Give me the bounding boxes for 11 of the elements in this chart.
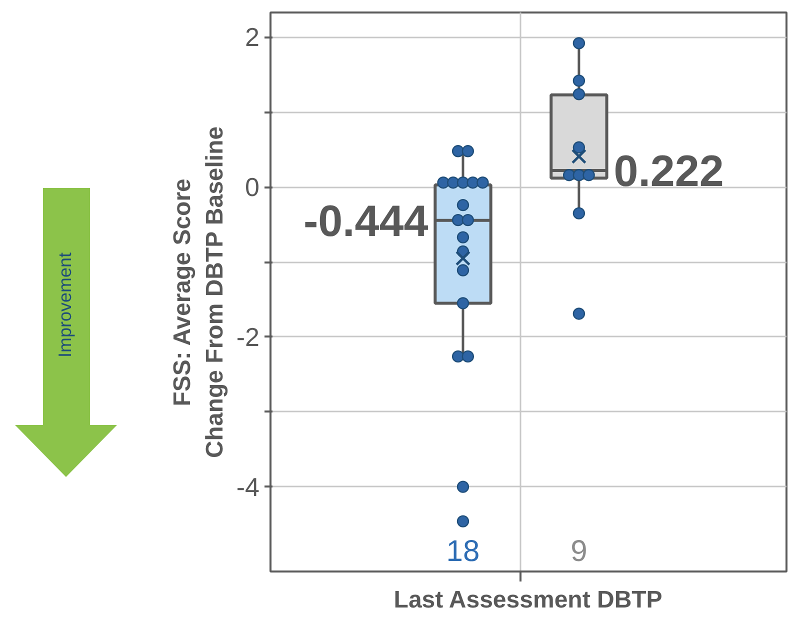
x-axis-title: Last Assessment DBTP <box>394 586 662 614</box>
y-tick-label: 2 <box>245 22 260 52</box>
y-axis-title: FSS: Average Score Change From DBTP Baseline <box>168 126 228 458</box>
y-tick-label: 0 <box>245 172 260 202</box>
annotation: 0.222 <box>614 146 724 196</box>
annotation: -0.444 <box>303 196 429 246</box>
text: Improvement <box>54 252 75 358</box>
x-tick-label: 18 <box>446 534 480 568</box>
x-tick-label: 9 <box>570 534 588 568</box>
y-tick-label: -4 <box>236 472 260 502</box>
y-tick-label: -2 <box>236 322 260 352</box>
